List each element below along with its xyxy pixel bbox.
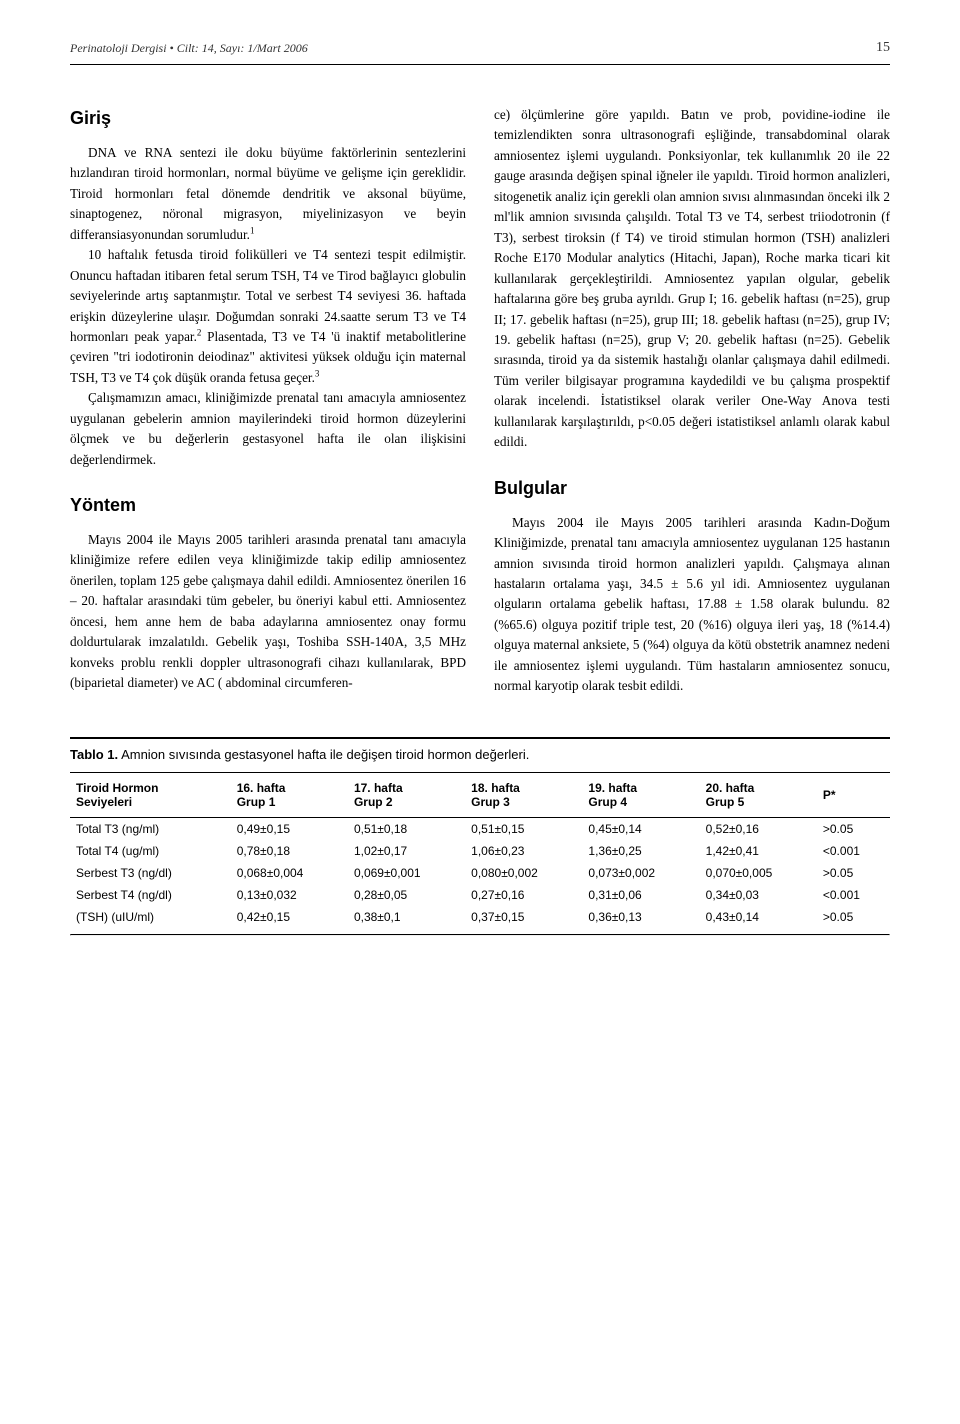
cell: 0,069±0,001 [348, 862, 465, 884]
cell: 0,43±0,14 [700, 906, 817, 934]
col-header: 19. hafta Grup 4 [582, 772, 699, 817]
citation-ref: 3 [315, 368, 320, 378]
col-header-line2: Grup 3 [471, 795, 510, 809]
page-number: 15 [876, 40, 890, 56]
cell: 0,070±0,005 [700, 862, 817, 884]
table-row: (TSH) (uIU/ml) 0,42±0,15 0,38±0,1 0,37±0… [70, 906, 890, 934]
table-row: Total T3 (ng/ml) 0,49±0,15 0,51±0,18 0,5… [70, 817, 890, 840]
cell: 0,36±0,13 [582, 906, 699, 934]
table-row: Total T4 (ug/ml) 0,78±0,18 1,02±0,17 1,0… [70, 840, 890, 862]
cell: 0,073±0,002 [582, 862, 699, 884]
col-header-line2: Grup 4 [588, 795, 627, 809]
section-heading-bulgular: Bulgular [494, 475, 890, 503]
cell: 0,51±0,18 [348, 817, 465, 840]
table-caption: Tablo 1. Amnion sıvısında gestasyonel ha… [70, 747, 890, 762]
cell: <0.001 [817, 840, 890, 862]
table-top-rule [70, 737, 890, 739]
journal-title: Perinatoloji Dergisi • Cilt: 14, Sayı: 1… [70, 41, 308, 56]
table-row: Serbest T4 (ng/dl) 0,13±0,032 0,28±0,05 … [70, 884, 890, 906]
col-header: 16. hafta Grup 1 [231, 772, 348, 817]
cell: 0,78±0,18 [231, 840, 348, 862]
citation-ref: 1 [250, 225, 255, 235]
body-text: Çalışmamızın amacı, kliniğimizde prenata… [70, 390, 466, 466]
table-1: Tablo 1. Amnion sıvısında gestasyonel ha… [70, 737, 890, 936]
cell: 0,27±0,16 [465, 884, 582, 906]
left-column: Giriş DNA ve RNA sentezi ile doku büyüme… [70, 105, 466, 697]
col-header-line1: 16. hafta [237, 781, 286, 795]
cell: >0.05 [817, 817, 890, 840]
col-header-line2: Grup 1 [237, 795, 276, 809]
cell: 0,068±0,004 [231, 862, 348, 884]
body-text: ce) ölçümlerine göre yapıldı. Batın ve p… [494, 107, 890, 449]
running-head: Perinatoloji Dergisi • Cilt: 14, Sayı: 1… [70, 40, 890, 56]
col-header-line1: P* [823, 788, 836, 802]
table-bottom-rule [70, 934, 890, 936]
paragraph: ce) ölçümlerine göre yapıldı. Batın ve p… [494, 105, 890, 453]
cell: 0,42±0,15 [231, 906, 348, 934]
col-header-line2: Grup 5 [706, 795, 745, 809]
col-header-line1: 20. hafta [706, 781, 755, 795]
cell: 0,080±0,002 [465, 862, 582, 884]
cell: 0,13±0,032 [231, 884, 348, 906]
table-body: Total T3 (ng/ml) 0,49±0,15 0,51±0,18 0,5… [70, 817, 890, 934]
col-header-line1: 17. hafta [354, 781, 403, 795]
col-header-line2: Seviyeleri [76, 795, 132, 809]
col-header: P* [817, 772, 890, 817]
col-header: Tiroid Hormon Seviyeleri [70, 772, 231, 817]
header-rule [70, 64, 890, 65]
two-column-body: Giriş DNA ve RNA sentezi ile doku büyüme… [70, 105, 890, 697]
paragraph: Mayıs 2004 ile Mayıs 2005 tarihleri aras… [494, 513, 890, 697]
right-column: ce) ölçümlerine göre yapıldı. Batın ve p… [494, 105, 890, 697]
cell: 1,42±0,41 [700, 840, 817, 862]
cell: Serbest T3 (ng/dl) [70, 862, 231, 884]
paragraph: 10 haftalık fetusda tiroid folikülleri v… [70, 245, 466, 388]
col-header-line1: Tiroid Hormon [76, 781, 158, 795]
section-heading-giris: Giriş [70, 105, 466, 133]
col-header-line1: 19. hafta [588, 781, 637, 795]
cell: 1,02±0,17 [348, 840, 465, 862]
cell: Total T4 (ug/ml) [70, 840, 231, 862]
cell: 0,28±0,05 [348, 884, 465, 906]
paragraph: Mayıs 2004 ile Mayıs 2005 tarihleri aras… [70, 530, 466, 694]
body-text: Mayıs 2004 ile Mayıs 2005 tarihleri aras… [70, 532, 466, 690]
cell: 1,36±0,25 [582, 840, 699, 862]
col-header: 17. hafta Grup 2 [348, 772, 465, 817]
cell: 0,34±0,03 [700, 884, 817, 906]
table-header-row: Tiroid Hormon Seviyeleri 16. hafta Grup … [70, 772, 890, 817]
table-row: Serbest T3 (ng/dl) 0,068±0,004 0,069±0,0… [70, 862, 890, 884]
cell: Total T3 (ng/ml) [70, 817, 231, 840]
data-table: Tiroid Hormon Seviyeleri 16. hafta Grup … [70, 772, 890, 934]
cell: 0,31±0,06 [582, 884, 699, 906]
cell: 0,38±0,1 [348, 906, 465, 934]
paragraph: DNA ve RNA sentezi ile doku büyüme faktö… [70, 143, 466, 245]
cell: 0,52±0,16 [700, 817, 817, 840]
col-header: 18. hafta Grup 3 [465, 772, 582, 817]
cell: >0.05 [817, 906, 890, 934]
cell: 0,51±0,15 [465, 817, 582, 840]
cell: 0,37±0,15 [465, 906, 582, 934]
table-caption-text: Amnion sıvısında gestasyonel hafta ile d… [121, 747, 529, 762]
cell: 1,06±0,23 [465, 840, 582, 862]
cell: 0,45±0,14 [582, 817, 699, 840]
section-heading-yontem: Yöntem [70, 492, 466, 520]
col-header-line2: Grup 2 [354, 795, 393, 809]
body-text: DNA ve RNA sentezi ile doku büyüme faktö… [70, 145, 466, 242]
cell: (TSH) (uIU/ml) [70, 906, 231, 934]
col-header: 20. hafta Grup 5 [700, 772, 817, 817]
cell: >0.05 [817, 862, 890, 884]
cell: 0,49±0,15 [231, 817, 348, 840]
table-label: Tablo 1. [70, 747, 118, 762]
cell: Serbest T4 (ng/dl) [70, 884, 231, 906]
col-header-line1: 18. hafta [471, 781, 520, 795]
body-text: Mayıs 2004 ile Mayıs 2005 tarihleri aras… [494, 515, 890, 694]
cell: <0.001 [817, 884, 890, 906]
paragraph: Çalışmamızın amacı, kliniğimizde prenata… [70, 388, 466, 470]
